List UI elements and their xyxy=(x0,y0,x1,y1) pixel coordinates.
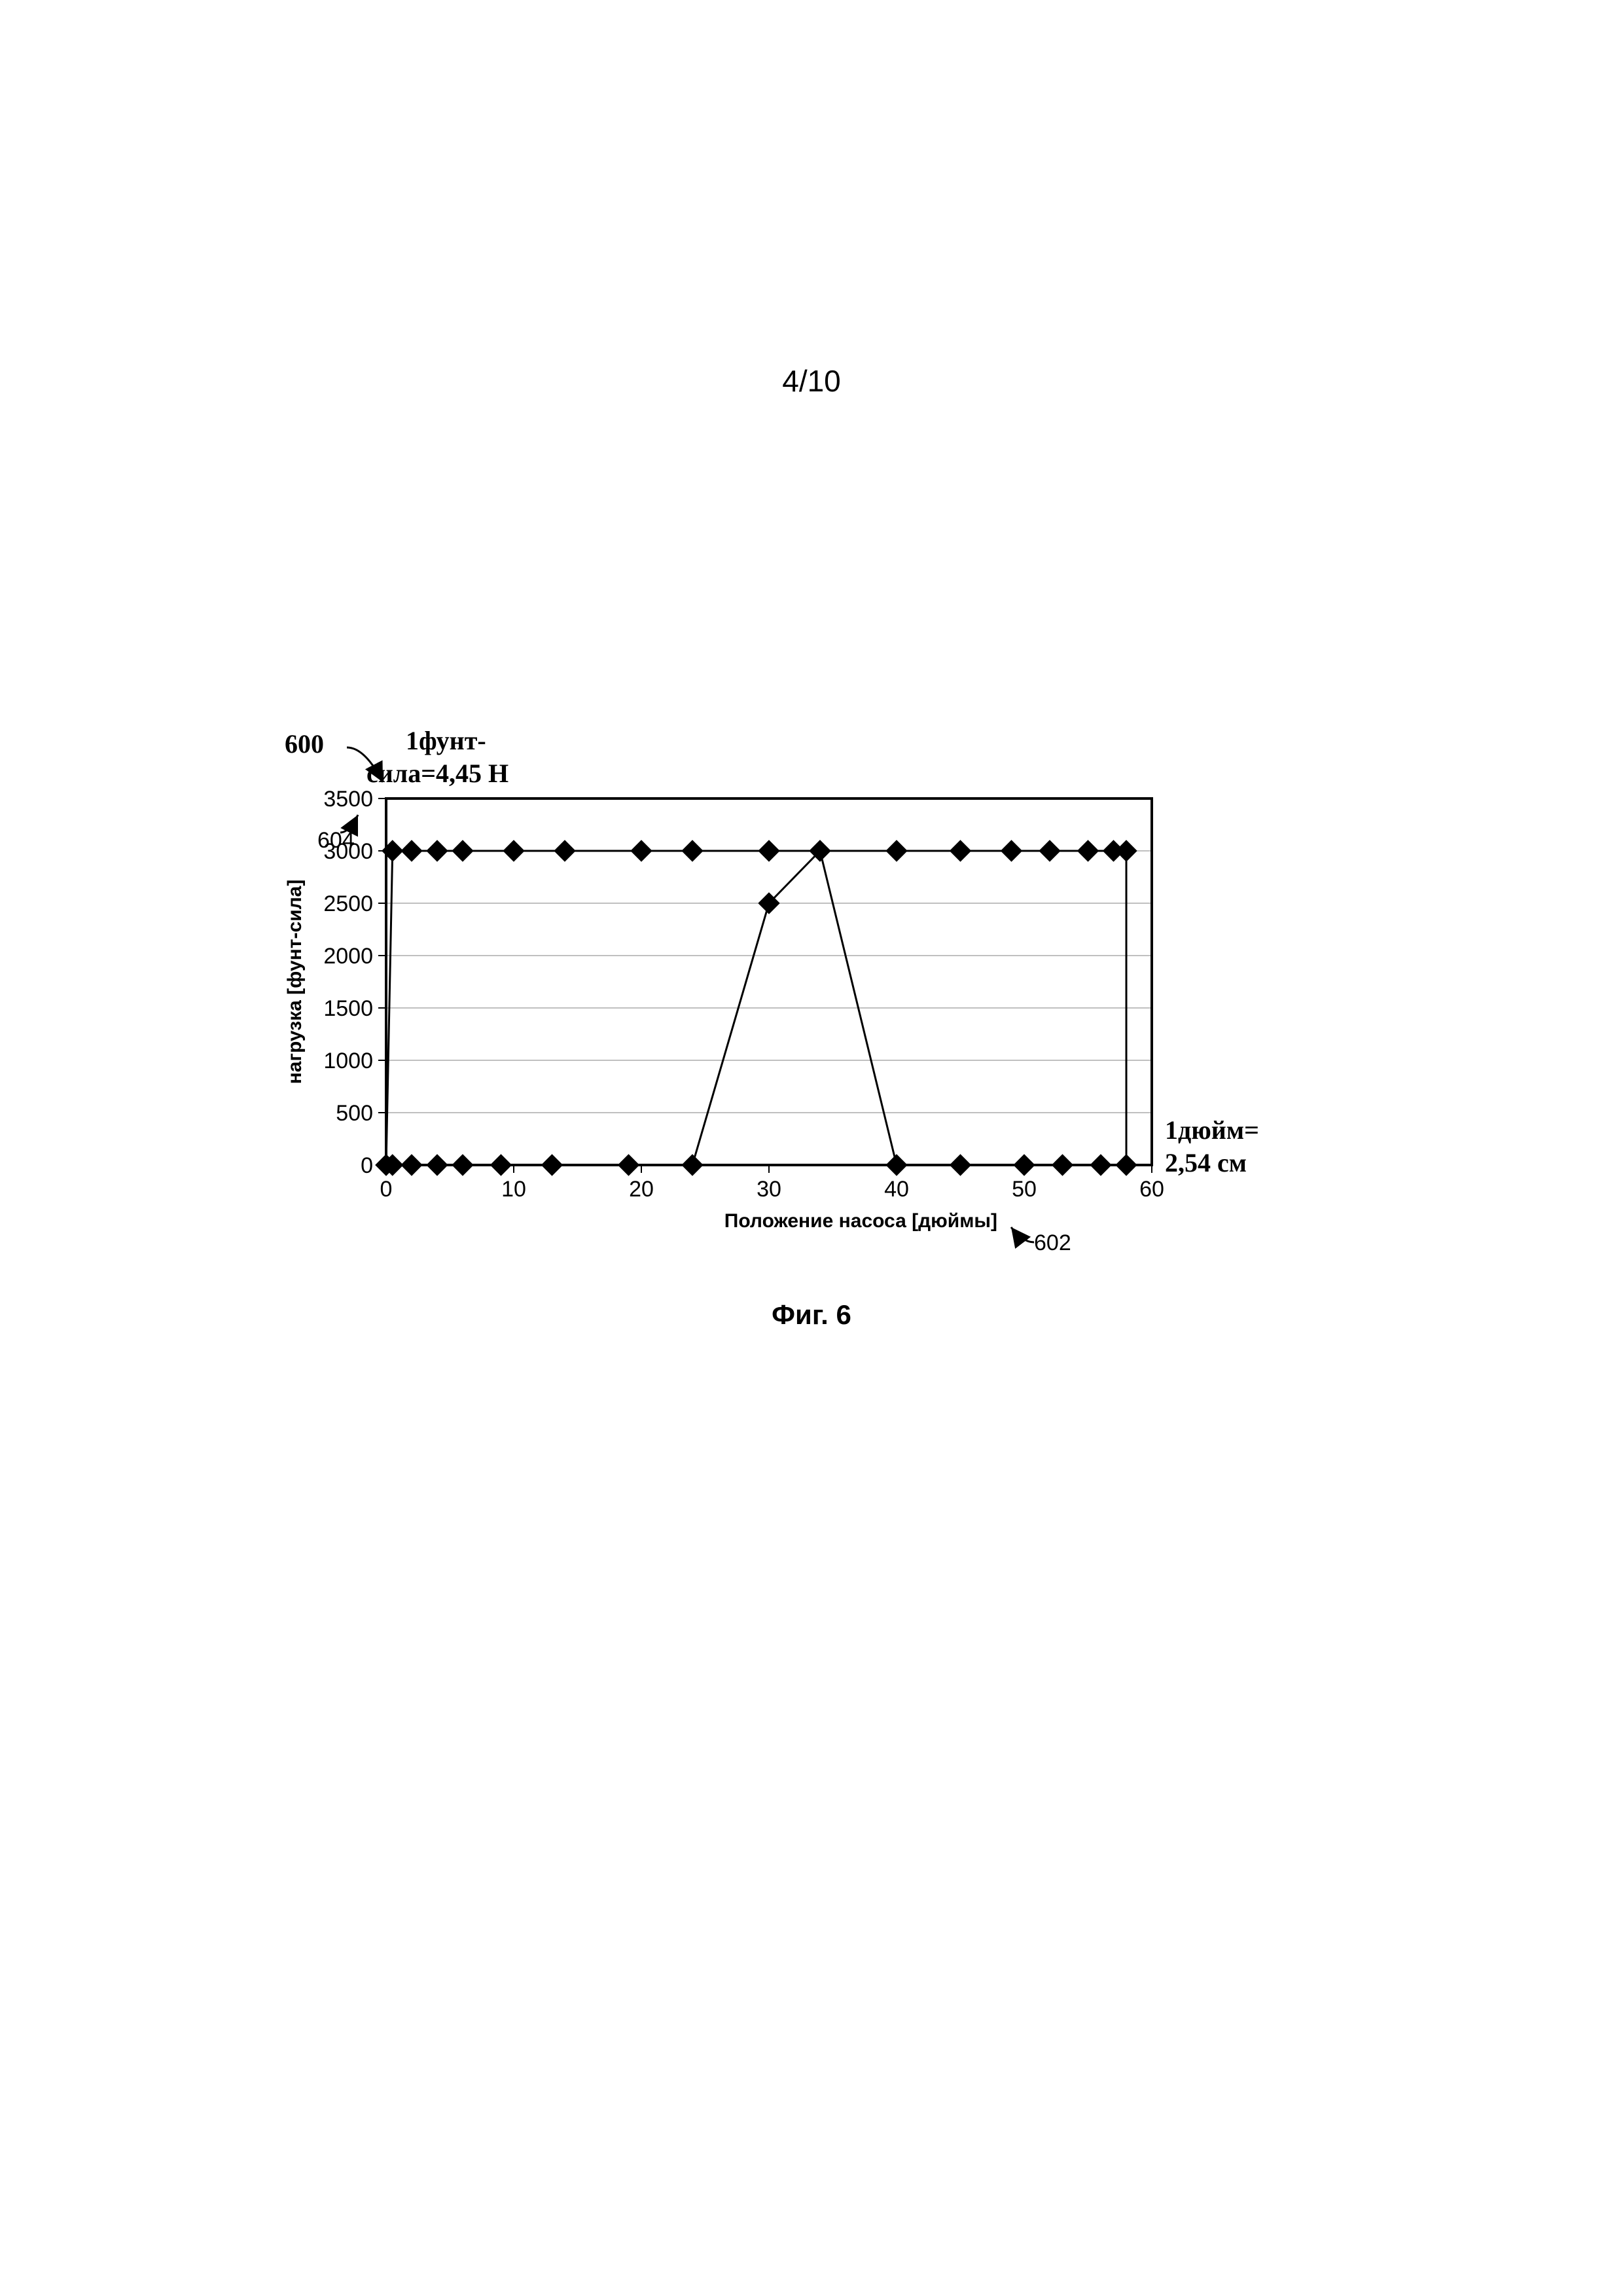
figure-caption: Фиг. 6 xyxy=(0,1299,1623,1331)
chart-container: 0102030405060050010001500200025003000350… xyxy=(275,720,1387,1309)
svg-text:Положение насоса [дюймы]: Положение насоса [дюймы] xyxy=(724,1210,997,1232)
svg-text:0: 0 xyxy=(361,1153,373,1178)
svg-text:60: 60 xyxy=(1139,1177,1164,1202)
svg-text:604: 604 xyxy=(317,828,355,853)
pump-load-chart: 0102030405060050010001500200025003000350… xyxy=(275,720,1387,1309)
svg-text:30: 30 xyxy=(757,1177,781,1202)
svg-text:1000: 1000 xyxy=(323,1049,373,1073)
svg-text:нагрузка [фунт-сила]: нагрузка [фунт-сила] xyxy=(284,880,306,1085)
svg-text:2,54 см: 2,54 см xyxy=(1165,1148,1247,1177)
svg-text:1фунт-: 1фунт- xyxy=(406,726,486,755)
svg-text:20: 20 xyxy=(629,1177,654,1202)
svg-text:500: 500 xyxy=(336,1101,373,1126)
svg-text:2000: 2000 xyxy=(323,944,373,969)
svg-text:40: 40 xyxy=(884,1177,909,1202)
svg-text:3500: 3500 xyxy=(323,787,373,812)
svg-text:10: 10 xyxy=(501,1177,526,1202)
svg-text:1500: 1500 xyxy=(323,996,373,1021)
svg-text:50: 50 xyxy=(1012,1177,1037,1202)
svg-text:602: 602 xyxy=(1034,1230,1071,1255)
svg-text:600: 600 xyxy=(285,729,324,759)
svg-text:сила=4,45 Н: сила=4,45 Н xyxy=(366,759,508,788)
page-number: 4/10 xyxy=(0,363,1623,399)
svg-text:2500: 2500 xyxy=(323,891,373,916)
svg-text:0: 0 xyxy=(380,1177,393,1202)
svg-text:1дюйм=: 1дюйм= xyxy=(1165,1115,1259,1145)
page: 4/10 01020304050600500100015002000250030… xyxy=(0,0,1623,2296)
